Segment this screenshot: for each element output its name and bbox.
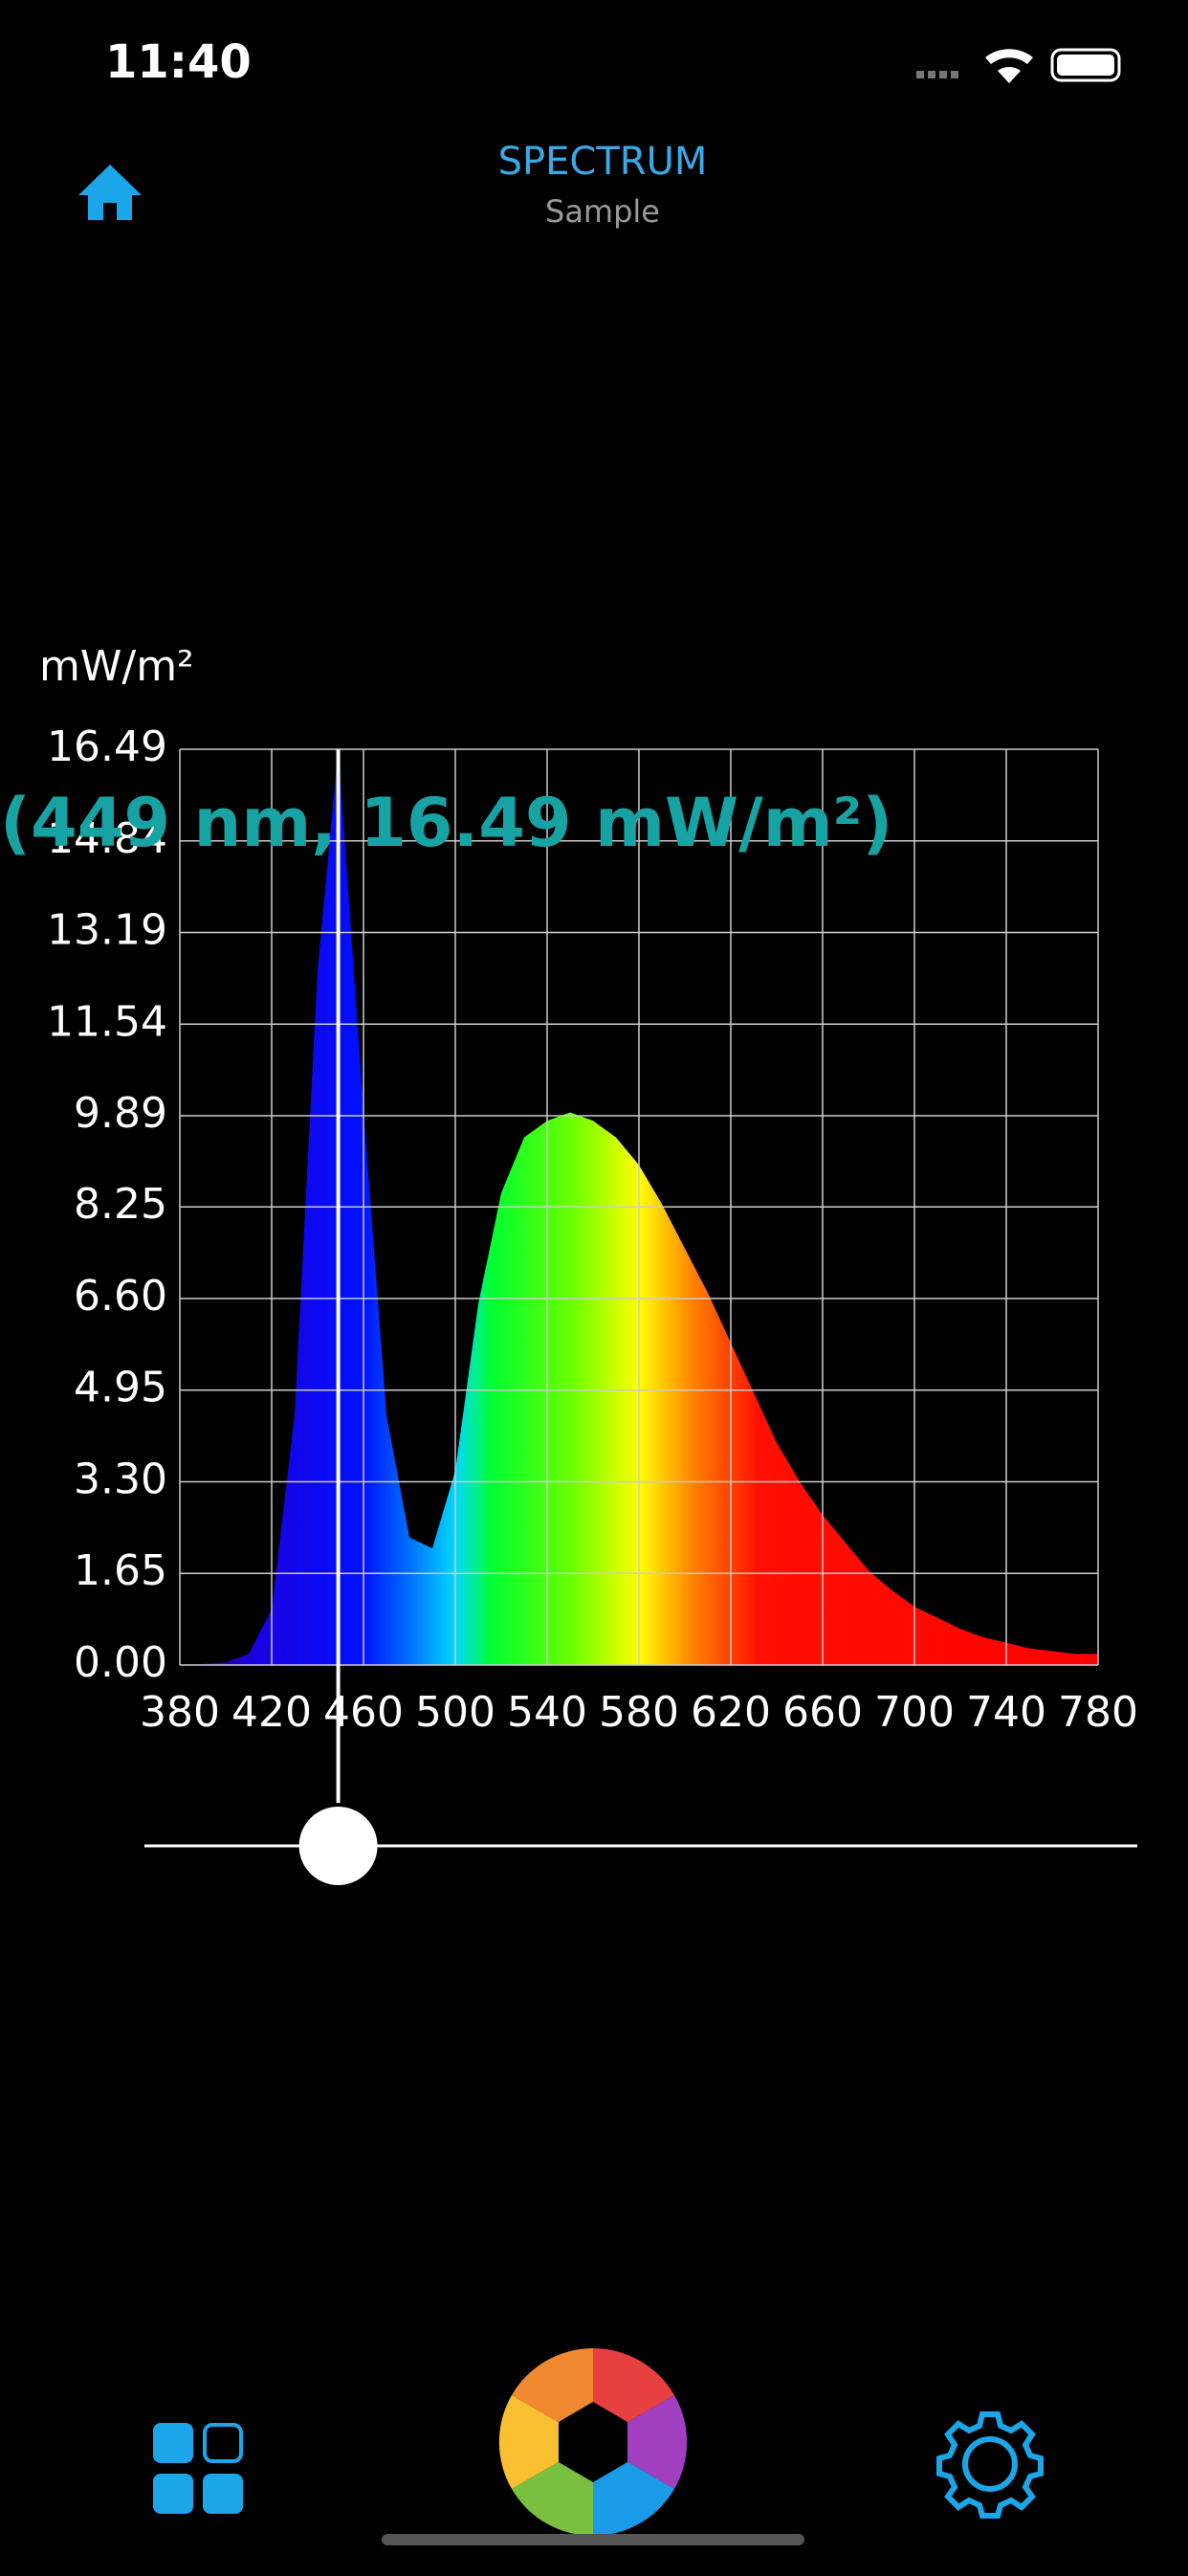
x-tick-label: 660 [782, 1688, 863, 1737]
y-axis-label: mW/m² [39, 642, 194, 691]
y-tick-label: 11.54 [47, 997, 167, 1046]
status-time: 11:40 [105, 35, 252, 89]
x-tick-label: 500 [415, 1688, 495, 1737]
capture-button[interactable] [498, 2348, 688, 2536]
y-tick-label: 6.60 [74, 1272, 167, 1321]
x-tick-label: 580 [599, 1688, 679, 1737]
plot: 0.00 1.65 3.30 4.95 6.60 8.25 9.89 11.54 13.19 14… [47, 722, 1138, 1803]
y-tick-label: 1.65 [74, 1546, 167, 1595]
x-tick-label: 460 [323, 1688, 404, 1737]
y-tick-label: 0.00 [74, 1638, 167, 1687]
header-title: SPECTRUM [498, 140, 708, 184]
y-tick-label: 8.25 [74, 1180, 167, 1229]
y-tick-label: 9.89 [74, 1089, 167, 1138]
x-tick-label: 380 [140, 1688, 220, 1737]
y-tick-label: 4.95 [74, 1364, 167, 1412]
x-tick-label: 420 [231, 1688, 312, 1737]
home-indicator [382, 2534, 804, 2545]
status-icons [916, 48, 1121, 83]
y-tick-label: 3.30 [74, 1455, 167, 1503]
x-tick-label: 620 [691, 1688, 771, 1737]
header-subtitle: Sample [545, 193, 660, 230]
settings-button[interactable] [936, 2411, 1044, 2519]
cursor-annotation: (449 nm, 16.49 mW/m²) [0, 784, 892, 862]
y-tick-label: 13.19 [47, 906, 167, 955]
home-button[interactable] [78, 165, 142, 220]
x-tick-label: 740 [966, 1688, 1046, 1737]
x-tick-label: 780 [1058, 1688, 1138, 1737]
dashboard-button[interactable] [153, 2423, 243, 2514]
y-tick-label: 14.84 [47, 814, 167, 863]
bottom-bar [153, 2348, 1044, 2545]
x-tick-label: 540 [507, 1688, 587, 1737]
x-tick-label: 700 [874, 1688, 955, 1737]
y-tick-label: 16.49 [47, 722, 167, 771]
slider-knob[interactable] [298, 1807, 378, 1885]
